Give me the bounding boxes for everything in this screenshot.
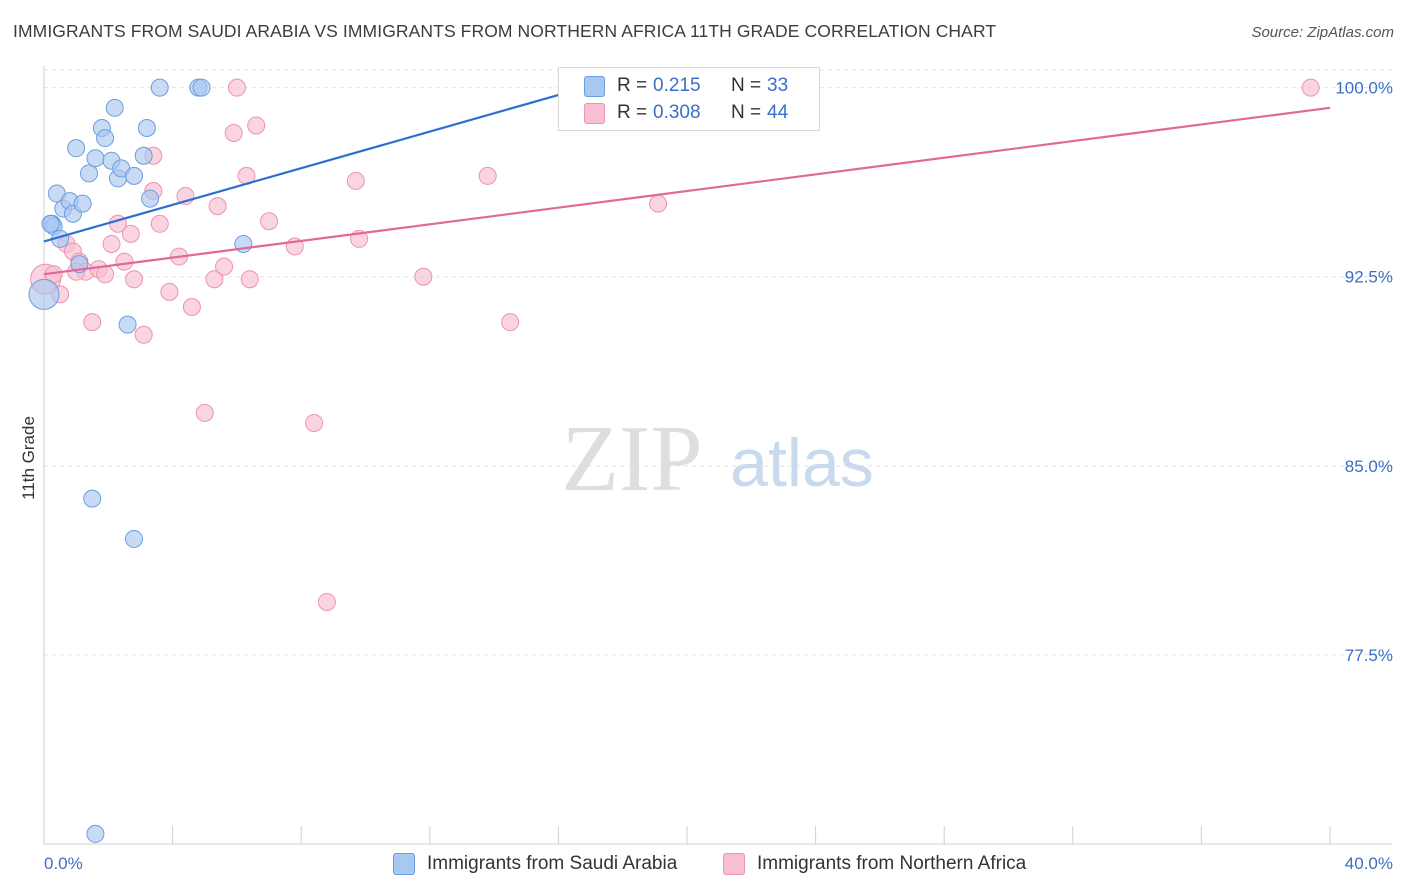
point-saudi-arabia	[73, 194, 92, 213]
trend-line-northern-africa	[43, 106, 1331, 276]
point-saudi-arabia	[125, 529, 144, 548]
series-saudi-arabia	[28, 78, 716, 843]
point-northern-africa	[247, 116, 266, 135]
point-northern-africa	[317, 592, 336, 611]
point-saudi-arabia	[118, 315, 137, 334]
y-tick-label: 77.5%	[1345, 646, 1393, 665]
trend-lines	[43, 86, 1331, 276]
point-northern-africa	[134, 325, 153, 344]
legend-n-label: N =	[731, 75, 762, 96]
chart-title: IMMIGRANTS FROM SAUDI ARABIA VS IMMIGRAN…	[13, 21, 997, 41]
point-northern-africa	[346, 171, 365, 190]
point-northern-africa	[115, 252, 134, 271]
bottom-legend-swatch-pink	[723, 853, 745, 875]
y-tick-label: 92.5%	[1345, 268, 1393, 287]
point-saudi-arabia	[134, 146, 153, 165]
point-saudi-arabia	[28, 278, 60, 310]
point-northern-africa	[125, 270, 144, 289]
bottom-legend-saudi-arabia: Immigrants from Saudi Arabia	[393, 851, 677, 877]
y-axis-label: 11th Grade	[19, 416, 38, 500]
point-saudi-arabia	[83, 489, 102, 508]
legend-r-label: R =	[617, 75, 648, 96]
stats-legend: R = 0.215 N = 33 R = 0.308 N = 44	[558, 67, 820, 131]
source-label: Source: ZipAtlas.com	[1251, 24, 1394, 41]
point-saudi-arabia	[67, 139, 86, 158]
series-northern-africa	[30, 78, 1320, 611]
point-saudi-arabia	[192, 78, 211, 97]
point-saudi-arabia	[96, 129, 115, 148]
point-northern-africa	[260, 212, 279, 231]
point-northern-africa	[102, 234, 121, 253]
axes	[43, 66, 1392, 845]
bottom-legend-swatch-blue	[393, 853, 415, 875]
point-northern-africa	[501, 313, 520, 332]
legend-swatch-blue	[584, 76, 605, 97]
trend-line-saudi-arabia	[43, 86, 585, 243]
point-saudi-arabia	[86, 824, 105, 843]
point-northern-africa	[83, 313, 102, 332]
legend-r-value: 0.215	[653, 75, 701, 96]
legend-swatch-pink	[584, 103, 605, 124]
y-tick-label: 100.0%	[1335, 79, 1393, 98]
bottom-legend-northern-africa: Immigrants from Northern Africa	[723, 851, 1026, 877]
legend-r-label: R =	[617, 102, 648, 123]
y-tick-label: 85.0%	[1345, 457, 1393, 476]
point-northern-africa	[182, 297, 201, 316]
point-saudi-arabia	[125, 166, 144, 185]
point-northern-africa	[478, 166, 497, 185]
legend-n-value: 33	[767, 75, 789, 96]
x-tick-label: 40.0%	[1345, 854, 1393, 873]
tick-labels: 100.0% 92.5% 85.0% 77.5% 0.0% 40.0%	[44, 79, 1393, 873]
watermark-zip: ZIP	[562, 407, 703, 511]
point-northern-africa	[649, 194, 668, 213]
point-saudi-arabia	[150, 78, 169, 97]
point-northern-africa	[240, 270, 259, 289]
point-northern-africa	[224, 124, 243, 143]
watermark: ZIP atlas	[562, 407, 874, 511]
point-saudi-arabia	[105, 98, 124, 117]
point-northern-africa	[160, 282, 179, 301]
point-saudi-arabia	[137, 118, 156, 137]
point-northern-africa	[208, 197, 227, 216]
bottom-legend-label: Immigrants from Saudi Arabia	[427, 853, 678, 874]
point-saudi-arabia	[86, 149, 105, 168]
point-saudi-arabia	[141, 189, 160, 208]
point-northern-africa	[305, 413, 324, 432]
point-northern-africa	[227, 78, 246, 97]
point-northern-africa	[205, 270, 224, 289]
point-northern-africa	[150, 214, 169, 233]
watermark-atlas: atlas	[730, 425, 874, 501]
point-northern-africa	[96, 265, 115, 284]
bottom-legend-label: Immigrants from Northern Africa	[757, 853, 1027, 874]
point-northern-africa	[195, 403, 214, 422]
legend-r-value: 0.308	[653, 102, 701, 123]
point-northern-africa	[215, 257, 234, 276]
x-tick-label: 0.0%	[44, 854, 83, 873]
point-saudi-arabia	[41, 214, 60, 233]
legend-n-value: 44	[767, 102, 789, 123]
point-northern-africa	[1301, 78, 1320, 97]
point-northern-africa	[121, 224, 140, 243]
legend-n-label: N =	[731, 102, 762, 123]
gridlines	[44, 69, 1392, 656]
point-saudi-arabia	[80, 164, 99, 183]
point-northern-africa	[414, 267, 433, 286]
